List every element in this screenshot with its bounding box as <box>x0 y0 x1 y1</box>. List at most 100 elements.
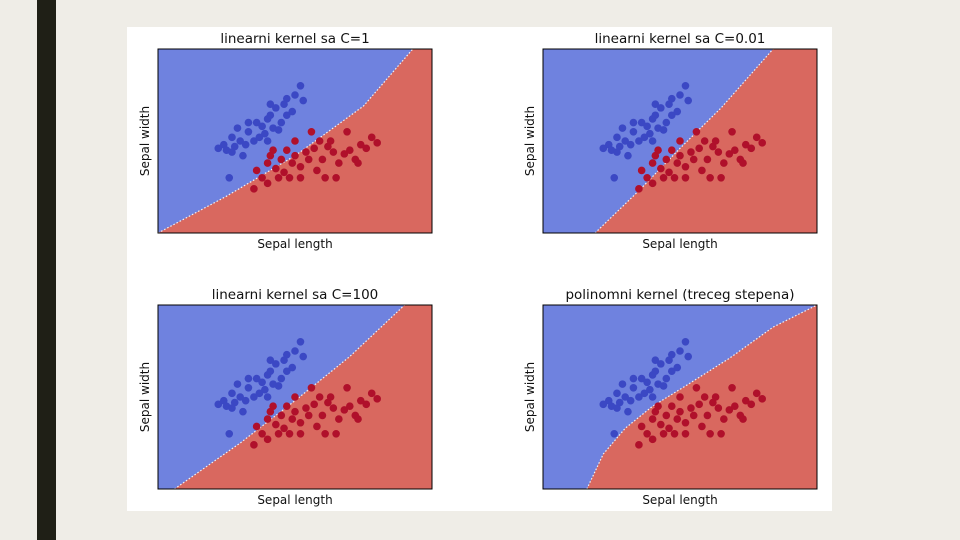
class-1-point <box>282 402 291 411</box>
class-0-point <box>288 107 297 116</box>
class-1-point <box>282 146 291 154</box>
class-0-point <box>624 407 632 416</box>
class-1-point <box>637 422 646 431</box>
class-0-point <box>299 352 308 361</box>
class-0-point <box>662 118 671 127</box>
class-0-point <box>274 126 283 134</box>
class-1-point <box>252 422 261 431</box>
class-1-point <box>731 402 739 411</box>
class-0-point <box>250 393 258 401</box>
class-1-point <box>739 415 747 423</box>
class-0-point <box>626 396 635 405</box>
class-1-point <box>304 155 313 164</box>
class-0-point <box>239 407 247 416</box>
class-1-point <box>274 174 283 182</box>
charts-svg: linearni kernel sa C=1 Sepal length Sepal … <box>138 31 818 507</box>
class-0-point <box>613 404 621 412</box>
class-1-point <box>277 155 286 164</box>
class-1-point <box>285 174 294 182</box>
class-1-point <box>326 393 335 401</box>
class-0-point <box>280 356 288 365</box>
class-1-point <box>667 402 676 411</box>
class-1-point <box>717 174 725 182</box>
class-1-point <box>315 393 324 401</box>
class-1-point <box>321 174 329 182</box>
class-1-point <box>288 159 297 167</box>
plot-frame <box>542 304 818 490</box>
class-0-point <box>233 380 242 388</box>
class-0-point <box>266 356 275 365</box>
chart-title: linearni kernel sa C=0.01 <box>595 31 766 47</box>
class-0-point <box>272 360 280 368</box>
class-0-point <box>613 148 621 156</box>
class-1-point <box>673 415 682 423</box>
class-0-point <box>299 96 308 105</box>
class-0-point <box>263 137 272 145</box>
slide-left-bar <box>37 0 56 540</box>
class-1-point <box>654 146 662 154</box>
class-1-point <box>635 441 643 449</box>
class-1-point <box>752 133 761 142</box>
class-1-point <box>335 415 343 423</box>
class-0-point <box>233 124 242 132</box>
class-0-point <box>244 374 253 383</box>
class-0-point <box>225 430 234 438</box>
class-1-point <box>643 430 651 438</box>
class-1-point <box>291 407 299 416</box>
class-0-point <box>282 367 291 376</box>
class-0-point <box>225 174 234 182</box>
class-1-point <box>346 402 354 411</box>
class-1-point <box>356 396 365 405</box>
class-1-point <box>673 159 682 167</box>
class-1-point <box>689 155 698 164</box>
class-0-point <box>236 393 244 401</box>
class-0-point <box>643 378 651 387</box>
class-1-point <box>269 146 277 154</box>
class-1-point <box>670 430 679 438</box>
class-1-point <box>667 146 676 154</box>
class-0-point <box>261 129 269 138</box>
class-1-point <box>676 407 684 416</box>
class-0-point <box>228 389 236 398</box>
class-0-point <box>266 111 275 120</box>
class-1-point <box>272 420 280 429</box>
class-1-point <box>296 430 305 438</box>
class-0-point <box>291 91 299 99</box>
class-1-point <box>340 406 349 414</box>
class-0-point <box>629 384 638 392</box>
class-1-point <box>687 148 695 156</box>
x-axis-label: Sepal length <box>257 493 332 507</box>
x-axis-label: Sepal length <box>642 493 717 507</box>
class-0-point <box>637 374 646 383</box>
class-1-point <box>657 164 665 173</box>
class-0-point <box>228 404 236 412</box>
class-1-point <box>692 128 701 136</box>
class-1-point <box>706 430 714 438</box>
class-0-point <box>643 122 651 131</box>
class-0-point <box>673 363 682 372</box>
class-0-point <box>659 126 668 134</box>
class-1-point <box>263 435 272 444</box>
class-1-point <box>307 384 316 392</box>
class-0-point <box>635 393 643 401</box>
class-1-point <box>340 150 349 158</box>
class-1-point <box>343 128 351 136</box>
class-1-point <box>343 384 351 392</box>
class-1-point <box>302 404 310 412</box>
decision-boundary <box>174 305 406 489</box>
class-0-point <box>599 400 608 409</box>
class-1-point <box>313 166 321 175</box>
class-1-point <box>635 185 643 193</box>
class-1-point <box>687 404 695 412</box>
class-1-point <box>252 166 261 175</box>
class-0-point <box>646 129 654 138</box>
decision-boundary <box>594 49 774 233</box>
class-0-point <box>610 430 619 438</box>
class-0-point <box>613 133 621 142</box>
class-1-point <box>258 430 266 438</box>
class-1-point <box>676 393 684 401</box>
class-0-point <box>667 111 676 120</box>
class-1-point <box>354 159 362 167</box>
class-0-point <box>244 384 253 392</box>
class-1-point <box>326 137 335 145</box>
